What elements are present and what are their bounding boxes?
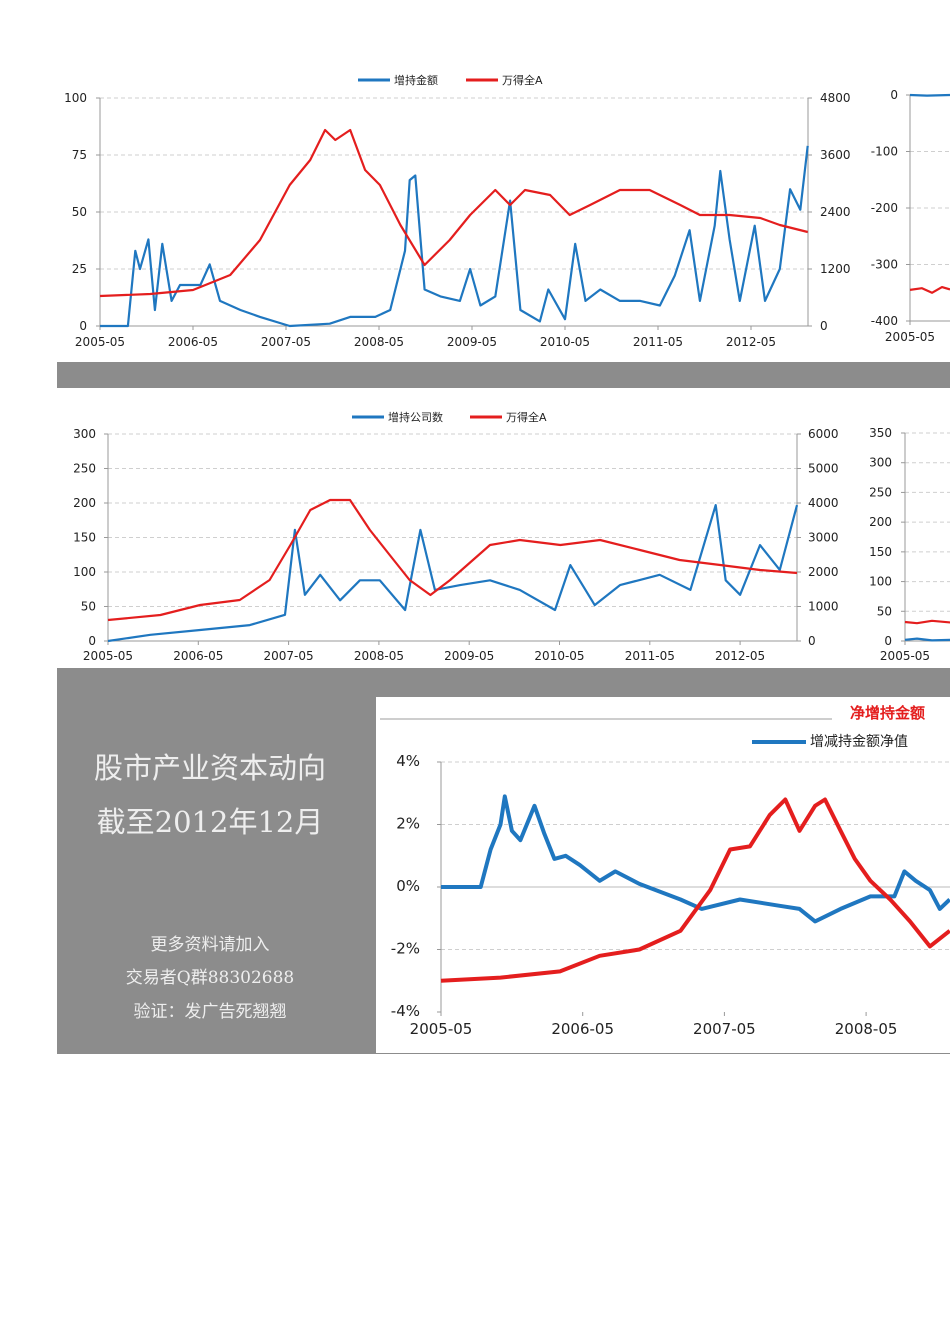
- x-tick-label: 2007-05: [264, 649, 314, 663]
- series-line-red: [440, 797, 950, 983]
- legend-label: 增持金额: [394, 73, 438, 87]
- x-tick-label: 2009-05: [447, 335, 497, 349]
- y-left-tick-label: 2%: [396, 815, 420, 833]
- x-tick-label: 2008-05: [835, 1020, 898, 1038]
- y-right-tick-label: 0: [820, 319, 828, 333]
- gray-band: [57, 362, 950, 388]
- x-tick-label: 2007-05: [261, 335, 311, 349]
- panel-title-line2: 截至2012年12月: [96, 805, 324, 839]
- y-left-tick-label: 0: [88, 634, 96, 648]
- y-left-tick-label: 0: [79, 319, 87, 333]
- y-left-tick-label: 75: [72, 148, 87, 162]
- y-left-tick-label: -200: [871, 201, 898, 215]
- y-left-tick-label: 250: [869, 485, 892, 499]
- y-left-tick-label: -4%: [391, 1002, 420, 1020]
- x-tick-label: 2012-05: [715, 649, 765, 663]
- y-left-tick-label: 300: [73, 427, 96, 441]
- y-left-tick-label: -300: [871, 258, 898, 272]
- series-line-red: [99, 128, 808, 298]
- y-left-tick-label: 200: [73, 496, 96, 510]
- panel-note-line3: 验证：发广告死翘翘: [133, 1002, 287, 1022]
- x-tick-label: 2006-05: [551, 1020, 614, 1038]
- legend-label: 增减持金额净值: [810, 734, 908, 750]
- series-line-red: [909, 286, 950, 294]
- x-tick-label: 2010-05: [534, 649, 584, 663]
- x-tick-label: 2006-05: [168, 335, 218, 349]
- series-line-blue: [441, 794, 950, 924]
- y-left-tick-label: 50: [81, 600, 96, 614]
- y-left-tick-label: 25: [72, 262, 87, 276]
- series-line-blue: [100, 145, 809, 328]
- y-right-tick-label: 0: [808, 634, 816, 648]
- y-left-tick-label: 150: [73, 531, 96, 545]
- series-line-red: [904, 619, 950, 625]
- x-tick-label: 2005-05: [75, 335, 125, 349]
- y-right-tick-label: 2400: [820, 205, 851, 219]
- legend-label: 万得全A: [502, 73, 543, 87]
- x-tick-label: 2006-05: [173, 649, 223, 663]
- y-left-tick-label: -400: [871, 314, 898, 328]
- y-left-tick-label: 4%: [396, 752, 420, 770]
- legend-label: 万得全A: [506, 410, 547, 424]
- chart-c2b: 0 50 100 150 200 250 300 350 2005-05: [869, 426, 950, 663]
- chart-c3: -4% -2% 0% 2% 4% 2005-05 2006-05 2007-05 2008-05…: [391, 704, 950, 1038]
- x-tick-label: 2011-05: [625, 649, 675, 663]
- y-right-tick-label: 5000: [808, 462, 839, 476]
- series-line-blue: [107, 504, 799, 643]
- y-left-tick-label: -2%: [391, 940, 420, 958]
- chart-c1b: -400 -300 -200 -100 0 2005-05: [871, 88, 950, 344]
- x-tick-label: 2005-05: [885, 330, 935, 344]
- y-left-tick-label: 150: [869, 545, 892, 559]
- panel-title-line1: 股市产业资本动向: [93, 751, 326, 785]
- y-left-tick-label: -100: [871, 145, 898, 159]
- x-tick-label: 2010-05: [540, 335, 590, 349]
- x-tick-label: 2007-05: [693, 1020, 756, 1038]
- y-left-tick-label: 0%: [396, 877, 420, 895]
- series-line-blue: [904, 637, 950, 642]
- chart3-frame: [376, 697, 950, 1053]
- y-left-tick-label: 0: [890, 88, 898, 102]
- y-right-tick-label: 1000: [808, 600, 839, 614]
- y-left-tick-label: 250: [73, 462, 96, 476]
- panel-note-line1: 更多资料请加入: [150, 935, 270, 955]
- panel-note-line2: 交易者Q群88302688: [125, 968, 295, 988]
- y-left-tick-label: 100: [73, 565, 96, 579]
- x-tick-label: 2008-05: [354, 335, 404, 349]
- legend-label: 增持公司数: [388, 410, 443, 424]
- series-line-blue: [909, 93, 950, 97]
- y-right-tick-label: 2000: [808, 565, 839, 579]
- x-tick-label: 2008-05: [354, 649, 404, 663]
- x-tick-label: 2012-05: [726, 335, 776, 349]
- y-right-tick-label: 6000: [808, 427, 839, 441]
- y-left-tick-label: 0: [884, 634, 892, 648]
- y-left-tick-label: 350: [869, 426, 892, 440]
- y-left-tick-label: 100: [64, 91, 87, 105]
- y-right-tick-label: 3600: [820, 148, 851, 162]
- x-tick-label: 2005-05: [410, 1020, 473, 1038]
- y-right-tick-label: 3000: [808, 531, 839, 545]
- chart-title: 净增持金额: [850, 704, 925, 722]
- y-right-tick-label: 4800: [820, 91, 851, 105]
- y-right-tick-label: 4000: [808, 496, 839, 510]
- x-tick-label: 2005-05: [880, 649, 930, 663]
- y-left-tick-label: 300: [869, 456, 892, 470]
- y-left-tick-label: 50: [877, 604, 892, 618]
- y-right-tick-label: 1200: [820, 262, 851, 276]
- x-tick-label: 2005-05: [83, 649, 133, 663]
- series-line-red: [107, 498, 798, 622]
- x-tick-label: 2011-05: [633, 335, 683, 349]
- y-left-tick-label: 50: [72, 205, 87, 219]
- x-tick-label: 2009-05: [444, 649, 494, 663]
- chart-c1: 0 25 50 75 100 0 1200 2400 3600 4800 2005-05 2006-0…: [64, 73, 850, 349]
- y-left-tick-label: 200: [869, 515, 892, 529]
- y-left-tick-label: 100: [869, 575, 892, 589]
- chart-c2: 0501001502002503000100020003000400050006…: [73, 410, 838, 663]
